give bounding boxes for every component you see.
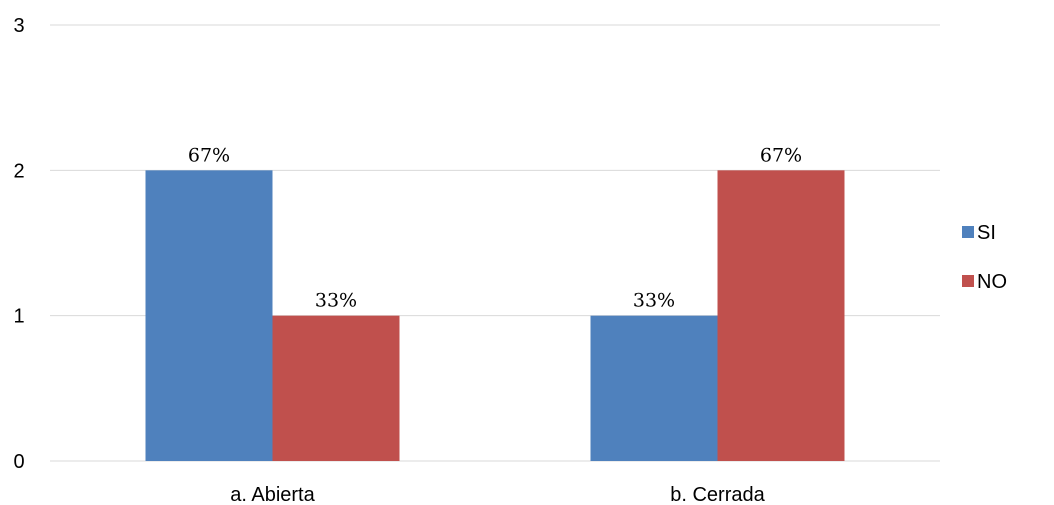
data-label: 33% [315, 290, 357, 312]
data-label: 67% [760, 144, 802, 166]
legend-label-no: NO [977, 271, 1007, 293]
legend-swatch-si [962, 226, 974, 238]
y-tick-label: 0 [13, 451, 24, 473]
y-tick-label: 1 [13, 306, 24, 328]
y-axis-tick-labels: 0 1 2 3 [13, 15, 24, 473]
y-tick-label: 3 [13, 15, 24, 37]
bar-no-1 [272, 315, 400, 461]
bar-si-2 [590, 315, 718, 461]
legend-label-si: SI [977, 222, 996, 244]
data-label: 33% [633, 290, 675, 312]
y-tick-label: 2 [13, 160, 24, 182]
data-labels: 67% 33% 33% 67% [188, 144, 802, 311]
data-label: 67% [188, 144, 230, 166]
bar-si-1 [145, 170, 273, 462]
bar-no-2 [717, 170, 845, 462]
x-category-label: a. Abierta [230, 484, 315, 505]
legend: SI NO [962, 222, 1007, 293]
x-axis-category-labels: a. Abierta b. Cerrada [230, 484, 765, 505]
x-category-label: b. Cerrada [670, 484, 765, 505]
bars [145, 170, 845, 462]
legend-swatch-no [962, 275, 974, 287]
